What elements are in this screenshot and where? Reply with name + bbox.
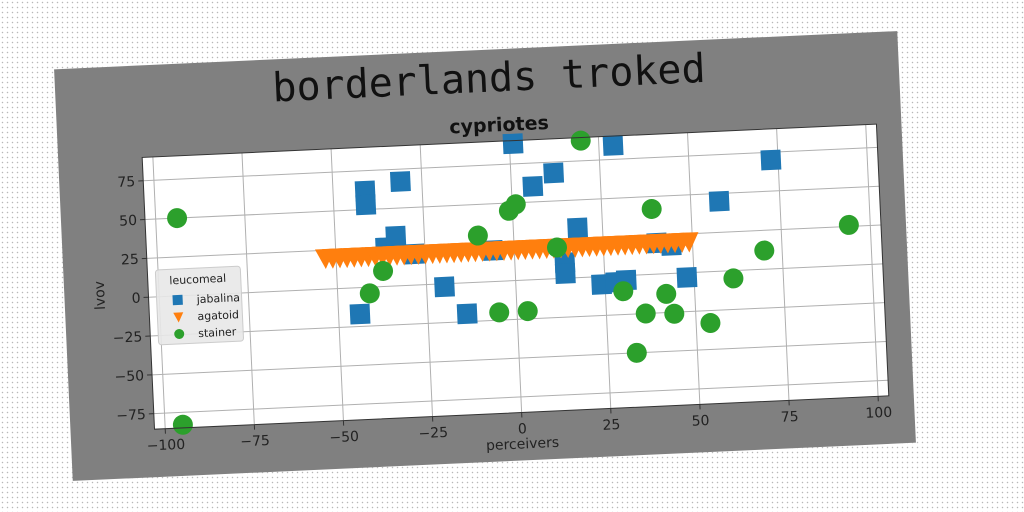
legend-marker-agatoid xyxy=(173,312,184,323)
data-point xyxy=(543,162,565,184)
grid-line-y xyxy=(143,146,878,182)
y-tick-label: 50 xyxy=(119,213,138,230)
data-point xyxy=(635,303,656,324)
y-tick-label: −50 xyxy=(114,368,144,385)
grid-lines xyxy=(143,124,889,429)
x-tick-label: 50 xyxy=(691,413,710,430)
legend-label: agatoid xyxy=(197,308,239,323)
data-point xyxy=(723,268,744,289)
grid-line-x xyxy=(597,136,612,409)
grid-line-x xyxy=(865,124,879,397)
data-point xyxy=(626,342,647,363)
grid-line-y xyxy=(153,379,889,415)
data-point xyxy=(838,214,859,235)
data-markers xyxy=(167,130,859,435)
data-point xyxy=(567,217,588,239)
grid-line-x xyxy=(241,152,255,425)
grid-line-y xyxy=(150,302,885,337)
data-point xyxy=(434,276,455,298)
data-point xyxy=(656,283,677,304)
y-tick-label: 75 xyxy=(117,174,136,191)
y-tick-label: −25 xyxy=(112,329,142,346)
data-point xyxy=(708,190,730,212)
data-point xyxy=(349,303,371,325)
grid-line-x xyxy=(330,148,344,421)
y-axis-label: lvov xyxy=(92,281,109,311)
x-axis-label: perceivers xyxy=(486,435,560,454)
data-point xyxy=(385,225,407,247)
data-point xyxy=(570,130,591,151)
x-tick-label: −25 xyxy=(418,425,448,442)
data-point xyxy=(602,134,624,156)
axes-title: cypriotes xyxy=(449,112,549,138)
data-point xyxy=(547,237,568,258)
x-tick-label: 100 xyxy=(865,405,892,422)
grid-line-y xyxy=(148,263,883,298)
data-point xyxy=(502,133,524,155)
data-point xyxy=(700,313,721,334)
data-point xyxy=(754,240,775,261)
data-point xyxy=(522,175,544,197)
data-point xyxy=(678,232,699,253)
legend-box xyxy=(154,265,244,346)
x-tick-label: −100 xyxy=(146,437,185,455)
data-point xyxy=(456,303,478,325)
legend-label: stainer xyxy=(198,325,237,340)
data-point xyxy=(373,260,394,281)
data-point xyxy=(167,208,188,229)
data-point xyxy=(172,414,193,435)
legend-title: leucomeal xyxy=(169,272,226,288)
x-tick-label: 75 xyxy=(780,409,799,426)
data-point xyxy=(505,194,526,215)
data-point xyxy=(760,149,782,171)
data-point xyxy=(517,301,538,322)
data-point xyxy=(613,281,634,302)
legend-marker-jabalina xyxy=(172,294,183,306)
data-point xyxy=(554,263,576,285)
data-point xyxy=(641,198,662,219)
data-point xyxy=(359,283,380,304)
x-tick-label: −75 xyxy=(240,433,270,450)
data-point xyxy=(676,266,698,288)
data-point xyxy=(389,171,411,192)
legend: leucomeal jabalina agatoid stainer xyxy=(154,265,244,346)
x-tick-label: 0 xyxy=(518,421,528,437)
x-tick-label: −50 xyxy=(329,429,359,446)
data-point xyxy=(664,303,685,324)
data-point xyxy=(489,302,510,323)
grid-line-x xyxy=(508,140,523,413)
data-point xyxy=(467,225,488,246)
grid-line-x xyxy=(776,128,790,401)
data-point xyxy=(355,194,377,216)
grid-line-y xyxy=(152,340,887,376)
legend-entries: jabalina agatoid stainer xyxy=(172,291,240,340)
legend-label: jabalina xyxy=(195,291,240,306)
y-tick-label: 25 xyxy=(121,252,140,269)
series-stainer xyxy=(167,130,859,435)
y-tick-label: −75 xyxy=(116,407,146,424)
grid-line-x xyxy=(419,144,434,417)
x-tick-label: 25 xyxy=(602,417,621,434)
legend-marker-stainer xyxy=(174,328,185,339)
y-tick-label: 0 xyxy=(131,291,141,307)
series-agatoid xyxy=(314,232,699,270)
